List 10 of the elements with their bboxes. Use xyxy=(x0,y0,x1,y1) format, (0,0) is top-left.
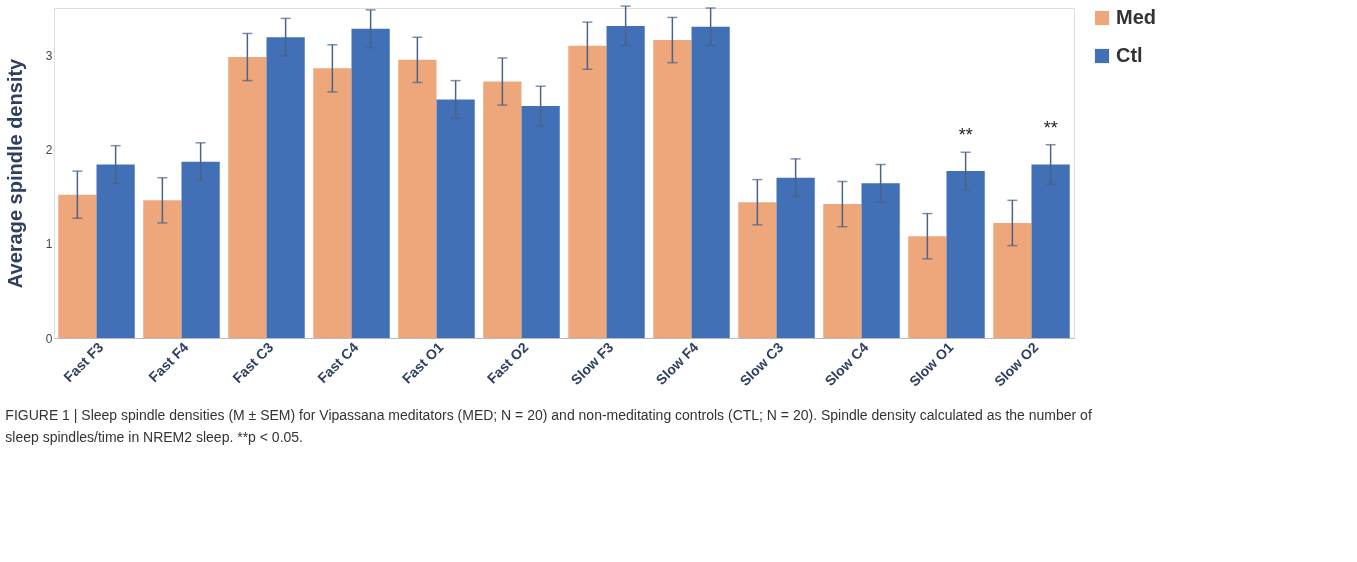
y-tick-label: 1 xyxy=(45,237,53,252)
data-label: ** xyxy=(958,125,973,146)
y-axis-title: Average spindle density xyxy=(3,57,26,289)
y-tick-label: 3 xyxy=(45,48,53,63)
legend-label: Ctl xyxy=(1116,44,1143,66)
data-label: ** xyxy=(1043,117,1058,138)
legend-label: Med xyxy=(1116,6,1156,28)
y-tick-label: 0 xyxy=(45,331,53,346)
y-tick-label: 2 xyxy=(45,142,53,157)
caption: FIGURE 1 | Sleep spindle densities (M ± SEM) for Vipassana meditators (MED; N = 20) and non-meditating controls (CTL; N = 20). Spindle density calculated as the number of sleep spindles/time in NREM2 sleep. **p < 0.05. xyxy=(5,406,1092,445)
